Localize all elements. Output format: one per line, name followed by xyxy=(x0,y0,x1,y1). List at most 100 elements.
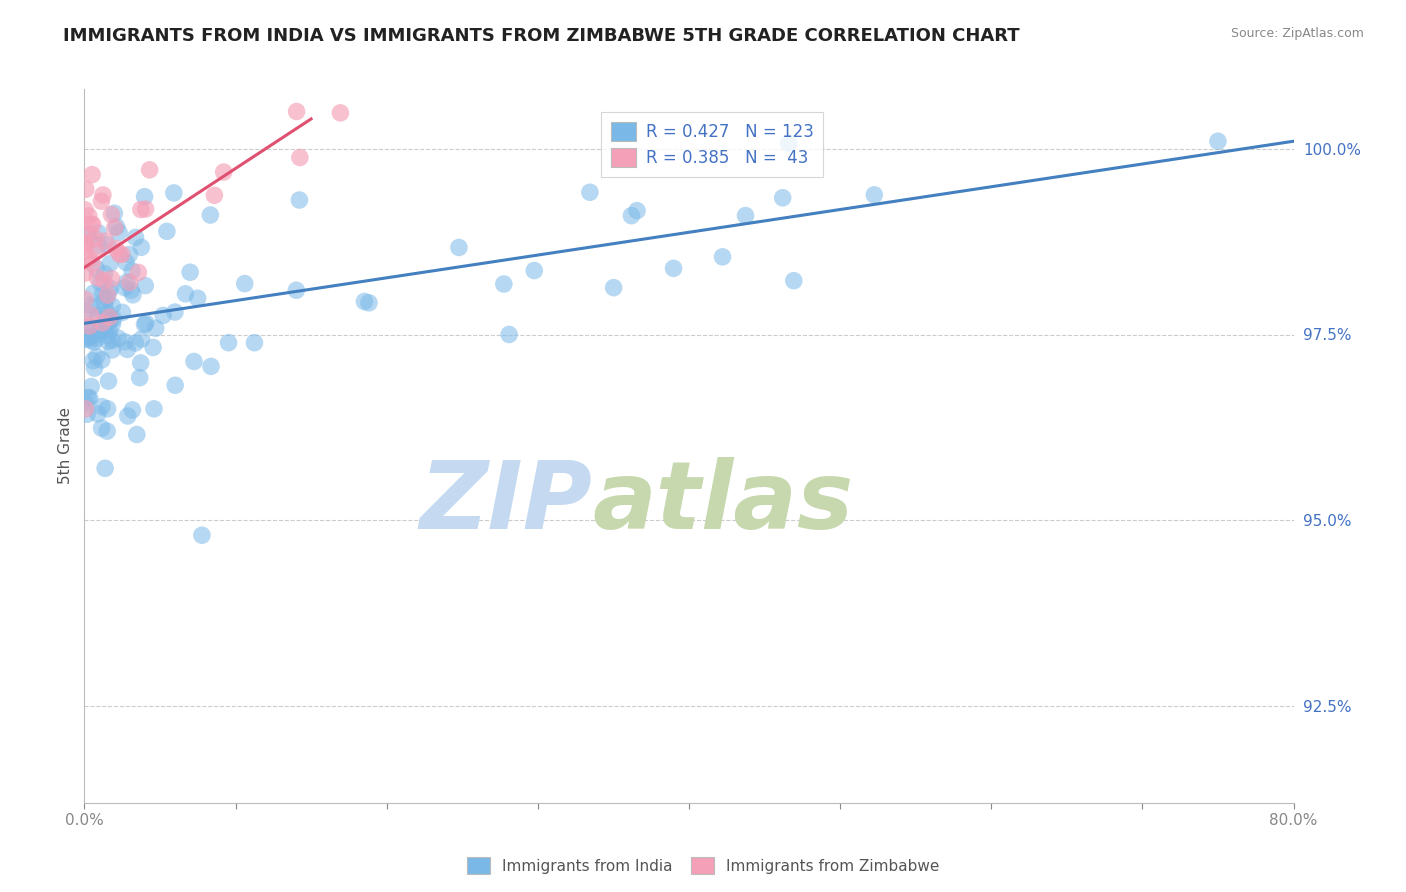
Point xyxy=(80,379,103,393)
Point xyxy=(620,209,643,223)
Point xyxy=(134,278,156,293)
Point xyxy=(76,227,98,242)
Point xyxy=(91,287,114,301)
Point xyxy=(86,270,108,285)
Point xyxy=(87,309,110,323)
Point xyxy=(602,280,624,294)
Point xyxy=(94,461,117,475)
Point xyxy=(200,208,222,222)
Point xyxy=(498,327,520,342)
Legend: R = 0.427   N = 123, R = 0.385   N =  43: R = 0.427 N = 123, R = 0.385 N = 43 xyxy=(600,112,824,177)
Point xyxy=(75,293,97,307)
Point xyxy=(118,247,141,261)
Point xyxy=(288,193,311,207)
Point xyxy=(87,226,110,240)
Point xyxy=(82,256,104,270)
Point xyxy=(163,186,186,200)
Point xyxy=(863,187,886,202)
Point xyxy=(134,190,156,204)
Point xyxy=(218,335,240,350)
Point xyxy=(96,306,118,320)
Point xyxy=(121,264,143,278)
Point xyxy=(128,370,150,384)
Point xyxy=(80,308,103,322)
Point xyxy=(353,294,375,309)
Point xyxy=(101,299,124,313)
Point xyxy=(131,332,153,346)
Point xyxy=(129,202,152,217)
Point xyxy=(94,301,117,315)
Point xyxy=(75,332,97,346)
Point xyxy=(156,224,179,238)
Point xyxy=(79,333,101,347)
Point xyxy=(243,335,266,350)
Point xyxy=(492,277,515,291)
Point xyxy=(93,293,115,308)
Point xyxy=(111,305,134,319)
Point xyxy=(202,188,225,202)
Point xyxy=(98,310,121,325)
Point xyxy=(134,318,156,332)
Point xyxy=(82,353,104,368)
Point xyxy=(91,188,114,202)
Point xyxy=(135,202,157,216)
Point xyxy=(97,288,120,302)
Point xyxy=(125,427,148,442)
Point xyxy=(86,332,108,346)
Point xyxy=(76,329,98,343)
Point xyxy=(142,341,165,355)
Point xyxy=(75,236,97,251)
Point xyxy=(103,206,125,220)
Point xyxy=(80,217,103,231)
Point xyxy=(127,265,149,279)
Point xyxy=(357,295,380,310)
Point xyxy=(77,209,100,223)
Point xyxy=(124,335,146,350)
Point xyxy=(778,136,800,150)
Point xyxy=(84,261,107,276)
Point xyxy=(122,288,145,302)
Point xyxy=(118,276,141,290)
Point xyxy=(75,182,97,196)
Point xyxy=(124,230,146,244)
Point xyxy=(174,286,197,301)
Point xyxy=(120,283,142,297)
Point xyxy=(447,240,470,254)
Point xyxy=(96,291,118,305)
Point xyxy=(82,168,104,182)
Point xyxy=(75,202,97,217)
Text: atlas: atlas xyxy=(592,457,853,549)
Point xyxy=(100,281,122,295)
Point xyxy=(79,391,101,405)
Point xyxy=(138,162,160,177)
Point xyxy=(80,301,103,316)
Point xyxy=(86,326,108,341)
Point xyxy=(75,266,97,280)
Text: ZIP: ZIP xyxy=(419,457,592,549)
Point xyxy=(101,333,124,347)
Point xyxy=(79,330,101,344)
Point xyxy=(93,320,115,334)
Point xyxy=(83,361,105,376)
Point xyxy=(90,323,112,337)
Y-axis label: 5th Grade: 5th Grade xyxy=(58,408,73,484)
Point xyxy=(91,400,114,414)
Point xyxy=(94,234,117,248)
Legend: Immigrants from India, Immigrants from Zimbabwe: Immigrants from India, Immigrants from Z… xyxy=(461,851,945,880)
Point xyxy=(75,235,97,250)
Point xyxy=(75,321,97,335)
Point xyxy=(86,350,108,364)
Point xyxy=(84,244,107,258)
Point xyxy=(87,238,110,252)
Point xyxy=(117,343,139,357)
Point xyxy=(626,203,648,218)
Point xyxy=(76,407,98,421)
Point xyxy=(108,225,131,239)
Point xyxy=(79,298,101,312)
Point xyxy=(104,220,127,235)
Point xyxy=(121,403,143,417)
Point xyxy=(75,317,97,331)
Point xyxy=(115,255,138,269)
Point xyxy=(1206,134,1229,148)
Point xyxy=(97,334,120,349)
